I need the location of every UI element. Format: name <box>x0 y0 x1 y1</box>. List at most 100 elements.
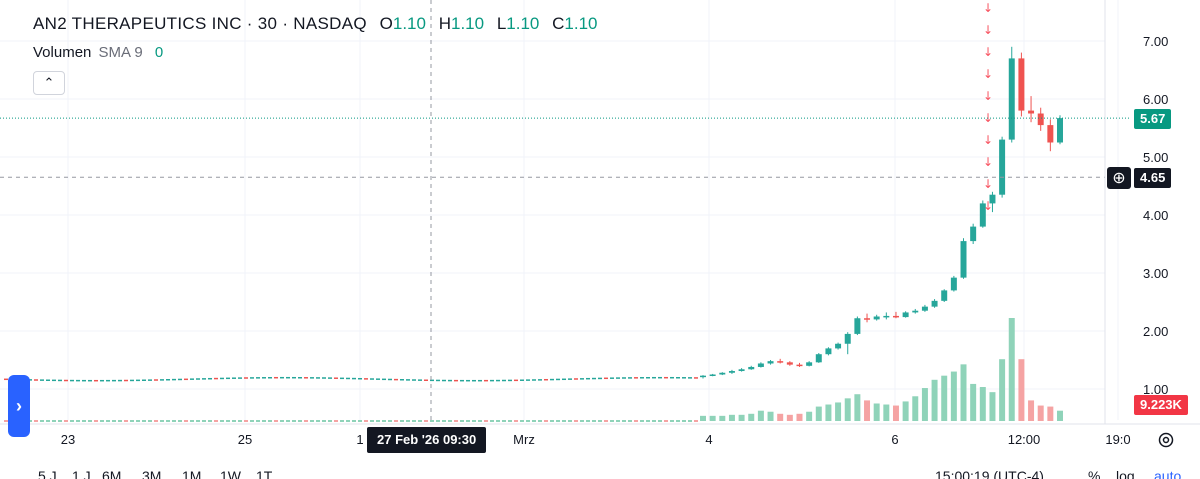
volume-bar <box>748 413 755 421</box>
volume-bar <box>777 413 784 421</box>
clock-time[interactable]: 15:00:19 (UTC-4) <box>935 468 1044 479</box>
volume-bar <box>844 398 851 421</box>
y-tick-label: 7.00 <box>1143 34 1168 49</box>
volume-value-tag: 9.223K <box>1134 395 1188 415</box>
volume-bars <box>700 318 1063 421</box>
range-1y[interactable]: 1 J <box>72 468 91 479</box>
range-1d[interactable]: 1T <box>256 468 273 479</box>
axes: 7.00 6.00 5.00 4.00 3.00 2.00 1.00 23 25 1 Mrz 4 6 12… <box>0 0 1200 447</box>
y-tick-label: 5.00 <box>1143 150 1168 165</box>
bottom-toolbar: 5 J 1 J 6M 3M 1M 1W 1T 15:00:19 (UTC-4) … <box>0 468 1200 479</box>
x-tick-label: 19:0 <box>1105 432 1130 447</box>
x-tick-label: 6 <box>891 432 898 447</box>
range-1w[interactable]: 1W <box>220 468 241 479</box>
event-marker-arrow: ↓ <box>983 45 993 59</box>
volume-bar <box>1018 359 1025 421</box>
volume-bar <box>864 400 871 421</box>
x-tick-label: 1 <box>356 432 363 447</box>
candle-body <box>825 348 832 355</box>
candle-body <box>902 312 909 318</box>
candle-body <box>979 203 986 227</box>
x-tick-label: 23 <box>61 432 75 447</box>
low-value: 1.10 <box>506 14 540 33</box>
price-lines <box>0 0 1130 420</box>
high-value: 1.10 <box>450 14 485 33</box>
volume-legend[interactable]: Volumen SMA 9 0 <box>33 44 163 61</box>
y-tick-label: 4.00 <box>1143 208 1168 223</box>
event-marker-arrow: ↓ <box>983 155 993 169</box>
candle-body <box>873 316 880 320</box>
candle-body <box>854 318 861 334</box>
candle-body <box>989 194 996 204</box>
volume-value: 0 <box>154 44 164 61</box>
x-tick-label: 25 <box>238 432 252 447</box>
volume-bar <box>999 359 1006 421</box>
candle-body <box>1057 118 1063 143</box>
event-marker-arrow: ↓ <box>983 133 993 147</box>
event-markers: ↓↓↓↓↓↓↓↓↓↓ <box>983 1 993 213</box>
side-panel-toggle[interactable]: › <box>8 375 30 437</box>
volume-bar <box>825 404 832 421</box>
candle-body <box>960 241 967 278</box>
event-marker-arrow: ↓ <box>983 67 993 81</box>
range-5y[interactable]: 5 J <box>38 468 57 479</box>
add-alert-button[interactable]: ⊕ <box>1107 167 1131 189</box>
volume-bar <box>796 413 803 421</box>
log-toggle[interactable]: log <box>1116 468 1135 479</box>
volume-bar <box>835 402 842 421</box>
range-1m[interactable]: 1M <box>182 468 202 479</box>
volume-bar <box>979 387 986 421</box>
candle-body <box>796 364 803 367</box>
candle-body <box>1008 58 1015 140</box>
candle-body <box>950 277 957 291</box>
volume-bar <box>1037 405 1044 421</box>
open-label: O <box>379 14 393 33</box>
volume-bar <box>873 403 880 421</box>
open-value: 1.10 <box>392 14 426 33</box>
candle-body <box>738 369 745 372</box>
chart-settings-button[interactable] <box>1154 428 1178 452</box>
symbol-title: AN2 THERAPEUTICS INC · 30 · NASDAQ <box>33 14 367 33</box>
plus-circle-icon: ⊕ <box>1112 170 1126 187</box>
candle-body <box>815 354 822 363</box>
volume-bar <box>806 411 813 421</box>
close-label: C <box>552 14 565 33</box>
candle-body <box>806 362 813 366</box>
candle-body <box>970 226 977 242</box>
range-3m[interactable]: 3M <box>142 468 162 479</box>
flat-history-candles <box>4 376 698 422</box>
volume-bar <box>1028 400 1035 421</box>
y-tick-label: 1.00 <box>1143 382 1168 397</box>
symbol-legend: AN2 THERAPEUTICS INC · 30 · NASDAQ O1.10… <box>33 14 597 34</box>
volume-bar <box>921 388 928 421</box>
volume-bar <box>883 404 890 421</box>
candle-body <box>931 300 938 307</box>
volume-bar <box>892 405 899 421</box>
x-tick-label: 4 <box>705 432 712 447</box>
collapse-legend-button[interactable]: ⌃ <box>33 71 65 95</box>
candle-body <box>767 361 774 364</box>
candle-body <box>1047 125 1054 143</box>
volume-bar <box>1047 406 1054 421</box>
volume-bar <box>854 394 861 421</box>
auto-toggle[interactable]: auto <box>1154 468 1182 479</box>
range-6m[interactable]: 6M <box>102 468 122 479</box>
percent-toggle[interactable]: % <box>1088 468 1101 479</box>
last-price-tag: 5.67 <box>1134 109 1172 129</box>
volume-bar <box>786 414 793 421</box>
x-tick-label: Mrz <box>513 432 535 447</box>
volume-bar <box>1057 410 1063 421</box>
event-marker-arrow: ↓ <box>983 199 993 213</box>
candle-body <box>786 362 793 365</box>
candle-body <box>700 375 706 378</box>
volume-bar <box>1008 318 1015 421</box>
candle-body <box>709 374 716 376</box>
candle-body <box>1028 110 1035 114</box>
grid <box>0 0 1119 420</box>
close-value: 1.10 <box>564 14 598 33</box>
candles <box>700 46 1063 379</box>
volume-bar <box>931 379 938 421</box>
candle-body <box>883 315 890 318</box>
low-label: L <box>496 14 507 33</box>
